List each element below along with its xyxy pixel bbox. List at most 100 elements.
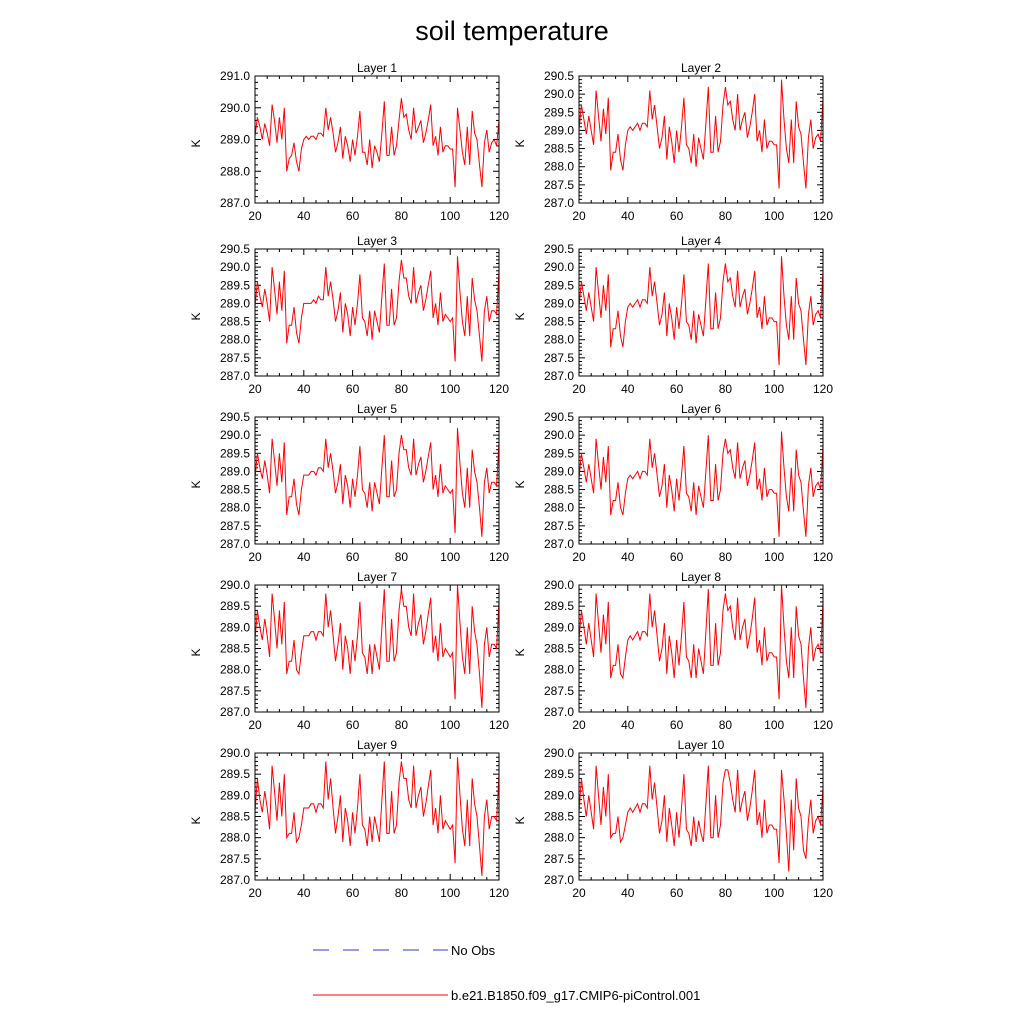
y-tick-label: 287.0 (544, 196, 574, 210)
x-tick-label: 40 (297, 886, 311, 900)
x-tick-label: 120 (489, 886, 509, 900)
y-tick-label: 290.0 (544, 87, 574, 101)
x-tick-label: 20 (248, 209, 262, 223)
x-tick-label: 120 (813, 550, 833, 564)
panel-title: Layer 3 (357, 234, 397, 248)
y-tick-label: 288.5 (220, 810, 250, 824)
panel-title: Layer 5 (357, 402, 397, 416)
plot-frame (254, 584, 500, 713)
panel-layer-6: Layer 6 K 20 40 60 80 100 120 287.0 287.5 288.0 288… (513, 402, 833, 564)
y-tick-label: 289.0 (220, 788, 250, 802)
x-tick-label: 20 (248, 550, 262, 564)
x-tick-label: 60 (670, 209, 684, 223)
x-tick-label: 100 (764, 550, 784, 564)
plot-frame (254, 248, 500, 377)
panel-title: Layer 10 (678, 738, 725, 752)
y-tick-label: 289.0 (544, 464, 574, 478)
y-tick-label: 287.0 (220, 369, 250, 383)
x-tick-label: 80 (395, 382, 409, 396)
panel-layer-9: Layer 9 K 20 40 60 80 100 120 287.0 287.5 288.0 288… (189, 738, 509, 900)
x-tick-label: 120 (489, 550, 509, 564)
y-tick-label: 287.0 (220, 873, 250, 887)
panel-layer-4: Layer 4 K 20 40 60 80 100 120 287.0 287.5 288.0 288… (513, 234, 833, 396)
x-tick-label: 40 (621, 718, 635, 732)
x-tick-label: 20 (572, 550, 586, 564)
series-line-model (578, 431, 824, 537)
x-tick-label: 120 (489, 209, 509, 223)
series-line-model (254, 427, 500, 537)
y-tick-label: 289.0 (544, 788, 574, 802)
series-line-model (578, 256, 824, 366)
y-tick-label: 289.0 (544, 620, 574, 634)
y-tick-label: 289.5 (220, 767, 250, 781)
x-tick-label: 20 (572, 886, 586, 900)
y-tick-label: 287.5 (544, 852, 574, 866)
x-tick-label: 100 (764, 886, 784, 900)
x-tick-label: 120 (813, 718, 833, 732)
y-tick-label: 290.0 (220, 746, 250, 760)
y-axis-label: K (189, 480, 203, 488)
y-axis-label: K (513, 139, 527, 147)
y-tick-label: 290.5 (544, 242, 574, 256)
x-tick-label: 80 (719, 209, 733, 223)
y-tick-label: 287.5 (544, 519, 574, 533)
y-tick-label: 290.5 (220, 410, 250, 424)
y-axis-label: K (513, 312, 527, 320)
plot-frame (578, 75, 824, 204)
y-tick-label: 290.5 (544, 69, 574, 83)
x-tick-label: 100 (440, 886, 460, 900)
x-tick-label: 40 (297, 209, 311, 223)
panel-layer-1: Layer 1 K 20 40 60 80 100 120 287.0 288.0 289.0 290… (189, 61, 509, 223)
legend-obs-label: No Obs (451, 943, 496, 958)
y-tick-label: 287.5 (220, 351, 250, 365)
x-tick-label: 80 (395, 209, 409, 223)
y-tick-label: 287.0 (220, 537, 250, 551)
panel-title: Layer 2 (681, 61, 721, 75)
plot-frame (578, 584, 824, 713)
y-tick-label: 291.0 (220, 69, 250, 83)
x-tick-label: 40 (297, 550, 311, 564)
panel-title: Layer 4 (681, 234, 721, 248)
y-tick-label: 289.0 (220, 620, 250, 634)
y-tick-label: 289.5 (220, 446, 250, 460)
x-tick-label: 100 (764, 382, 784, 396)
y-tick-label: 289.5 (544, 105, 574, 119)
y-axis-label: K (513, 480, 527, 488)
y-tick-label: 290.0 (220, 101, 250, 115)
panel-grid: Layer 1 K 20 40 60 80 100 120 287.0 288.0 289.0 290… (189, 61, 833, 900)
panel-layer-7: Layer 7 K 20 40 60 80 100 120 287.0 287.5 288.0 288… (189, 570, 509, 732)
y-tick-label: 288.0 (220, 501, 250, 515)
y-tick-label: 288.0 (544, 663, 574, 677)
x-tick-label: 80 (719, 718, 733, 732)
x-tick-label: 120 (813, 886, 833, 900)
y-tick-label: 289.5 (544, 278, 574, 292)
y-tick-label: 289.0 (220, 464, 250, 478)
x-tick-label: 120 (489, 718, 509, 732)
y-tick-label: 287.0 (544, 537, 574, 551)
x-tick-label: 80 (719, 550, 733, 564)
y-tick-label: 288.5 (544, 483, 574, 497)
y-tick-label: 288.0 (544, 501, 574, 515)
y-tick-label: 290.5 (544, 410, 574, 424)
y-tick-label: 288.5 (544, 142, 574, 156)
panel-title: Layer 9 (357, 738, 397, 752)
y-axis-label: K (189, 816, 203, 824)
x-tick-label: 20 (248, 886, 262, 900)
legend-model-label: b.e21.B1850.f09_g17.CMIP6-piControl.001 (451, 988, 700, 1003)
y-tick-label: 288.5 (220, 315, 250, 329)
y-axis-label: K (513, 816, 527, 824)
y-tick-label: 288.0 (220, 333, 250, 347)
x-tick-label: 40 (297, 718, 311, 732)
x-tick-label: 60 (346, 382, 360, 396)
x-tick-label: 120 (813, 209, 833, 223)
y-tick-label: 289.5 (220, 278, 250, 292)
y-tick-label: 290.0 (544, 260, 574, 274)
panel-title: Layer 7 (357, 570, 397, 584)
y-tick-label: 290.5 (220, 242, 250, 256)
y-tick-label: 288.5 (544, 810, 574, 824)
y-tick-label: 290.0 (544, 746, 574, 760)
x-tick-label: 80 (395, 550, 409, 564)
x-tick-label: 40 (621, 209, 635, 223)
y-tick-label: 287.5 (220, 852, 250, 866)
x-tick-label: 40 (621, 886, 635, 900)
